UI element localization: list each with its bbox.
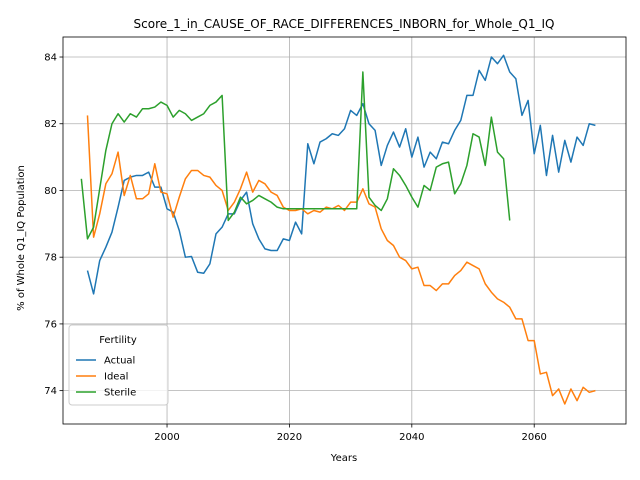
y-tick-label: 76: [44, 319, 57, 330]
x-axis-label: Years: [330, 453, 357, 464]
legend-box: [68, 324, 169, 406]
y-tick-label: 74: [44, 386, 57, 397]
axes-frame: [62, 36, 627, 425]
legend-label-ideal: Ideal: [104, 372, 128, 383]
series-line-ideal: [86, 115, 596, 405]
y-tick-label: 80: [44, 186, 57, 197]
legend: Fertility Actual Ideal Sterile: [68, 324, 169, 406]
y-tick-label: 82: [44, 119, 57, 130]
legend-label-sterile: Sterile: [104, 388, 136, 399]
x-tick-label: 2040: [399, 432, 424, 443]
y-tick-label: 84: [44, 53, 57, 64]
legend-label-actual: Actual: [104, 356, 135, 367]
plot-area: 2000 2020 2040 2060 74 76 78 80 82 84: [44, 36, 627, 443]
x-tick-label: 2000: [154, 432, 179, 443]
legend-title: Fertility: [99, 335, 137, 346]
series-line-sterile: [80, 71, 511, 240]
y-axis-label: % of Whole Q1_IQ Population: [16, 165, 27, 311]
x-tick-label: 2020: [277, 432, 302, 443]
chart-title: Score_1_in_CAUSE_OF_RACE_DIFFERENCES_INB…: [134, 17, 555, 31]
y-tick-label: 78: [44, 253, 57, 264]
x-tick-label: 2060: [521, 432, 546, 443]
